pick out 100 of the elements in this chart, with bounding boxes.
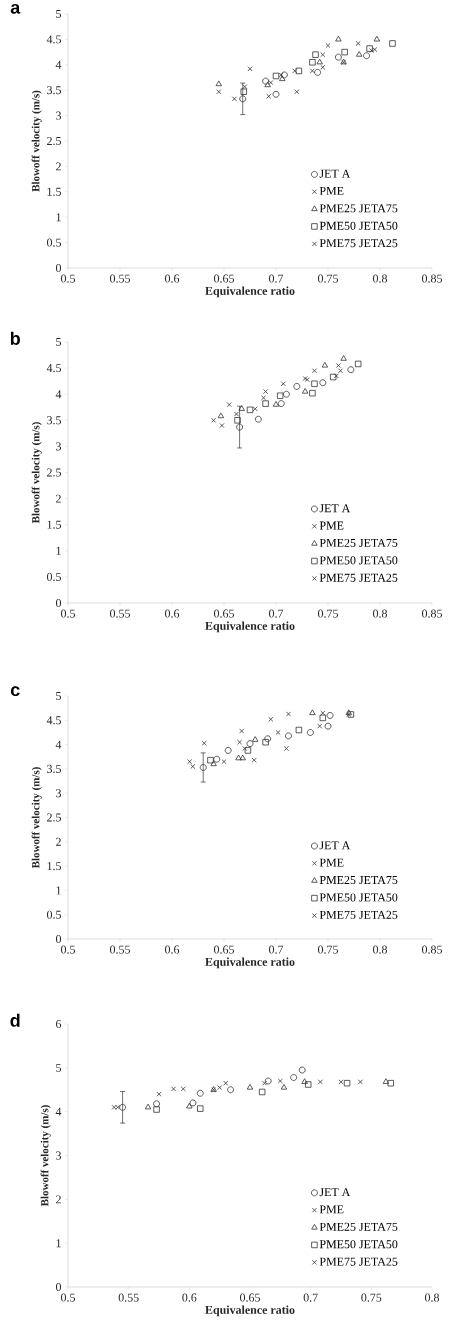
x-tick-label: 0.55	[109, 609, 130, 618]
point	[272, 401, 280, 407]
y-tick-label: 5	[56, 1063, 62, 1072]
chart-title: c	[10, 686, 20, 697]
legend-label: JET A	[319, 169, 351, 178]
point	[217, 412, 225, 419]
x-tick-label: 0.7	[268, 274, 284, 283]
point	[119, 1103, 126, 1111]
point	[309, 68, 315, 74]
legend-label: PME50 JETA50	[319, 556, 398, 565]
point	[189, 1099, 197, 1107]
point	[317, 1079, 323, 1085]
y-tick-label: 3	[56, 442, 62, 451]
legend-label: PME75 JETA25	[319, 1257, 398, 1266]
legend-label: PME75 JETA25	[319, 910, 398, 919]
point	[319, 714, 326, 722]
point	[347, 366, 355, 374]
legend-label: PME	[319, 1205, 344, 1214]
point	[190, 763, 196, 770]
y-tick-label: 4	[55, 390, 62, 399]
y-tick-label: 4.5	[46, 716, 62, 725]
point	[387, 1079, 394, 1087]
y-tick-label: 3	[56, 111, 62, 120]
point	[207, 756, 214, 764]
y-tick-label: 6	[56, 1019, 62, 1029]
x-tick-label: 0.7	[268, 945, 284, 954]
point	[264, 1077, 272, 1085]
point	[258, 1088, 266, 1096]
point	[239, 728, 245, 734]
point	[317, 723, 323, 729]
point	[277, 400, 285, 407]
point	[268, 716, 274, 722]
point	[337, 368, 344, 374]
x-tick-label: 0.85	[422, 609, 442, 618]
point	[156, 1091, 162, 1097]
point	[298, 1066, 306, 1074]
point	[217, 1085, 223, 1091]
y-axis-title: Blowoff velocity (m/s)	[31, 90, 42, 192]
point	[373, 35, 381, 42]
point	[197, 1105, 204, 1112]
x-tick-label: 0.8	[372, 274, 388, 283]
y-tick-label: 1	[56, 213, 61, 222]
legend-label: JET A	[319, 504, 351, 513]
legend-label: PME25 JETA75	[319, 876, 398, 885]
legend-label: PME	[319, 858, 344, 867]
point	[306, 729, 314, 736]
y-tick-label: 0	[55, 263, 62, 273]
point	[186, 1102, 193, 1109]
point	[311, 380, 318, 387]
x-tick-label: 0.6	[182, 1293, 197, 1302]
y-tick-label: 2.5	[47, 813, 62, 822]
legend-label: PME	[319, 521, 344, 530]
point	[275, 729, 281, 735]
point	[309, 389, 316, 397]
y-tick-label: 4	[55, 1107, 62, 1116]
legend-label: JET A	[319, 1188, 351, 1197]
point	[335, 362, 341, 369]
point	[314, 69, 321, 76]
point	[305, 1081, 312, 1088]
point	[272, 72, 280, 80]
y-tick-label: 3.5	[47, 416, 62, 425]
y-tick-label: 2.5	[47, 136, 62, 146]
point	[295, 726, 303, 734]
point	[187, 759, 193, 765]
y-tick-label: 5	[56, 10, 62, 18]
y-tick-label: 4.5	[46, 35, 62, 44]
point	[240, 88, 247, 95]
point	[326, 712, 334, 719]
x-tick-label: 0.65	[213, 609, 234, 618]
point	[293, 382, 301, 390]
point	[312, 51, 319, 58]
point	[266, 93, 272, 99]
point	[309, 709, 316, 716]
legend-label: PME25 JETA75	[319, 204, 398, 213]
point	[239, 95, 247, 103]
point	[235, 754, 242, 761]
point	[234, 417, 241, 424]
point	[320, 64, 326, 70]
legend-label: PME	[319, 187, 344, 195]
point	[237, 739, 243, 745]
point	[223, 1080, 229, 1086]
point	[278, 72, 284, 78]
y-tick-label: 0	[55, 1282, 62, 1292]
legend-label: PME75 JETA25	[319, 573, 398, 582]
y-tick-label: 2	[56, 837, 61, 846]
point	[262, 77, 269, 85]
point	[254, 415, 262, 423]
point	[283, 390, 290, 398]
legend-label: PME25 JETA75	[319, 1222, 398, 1231]
point	[340, 355, 347, 361]
y-tick-label: 1.5	[47, 187, 62, 196]
x-tick-label: 0.65	[213, 274, 234, 283]
point	[201, 740, 207, 746]
point	[210, 760, 217, 767]
x-tick-label: 0.65	[213, 945, 234, 954]
legend-label: PME50 JETA50	[319, 893, 398, 902]
point	[382, 1078, 390, 1084]
point	[321, 361, 329, 368]
legend-label: PME75 JETA25	[319, 239, 398, 248]
point	[389, 40, 396, 47]
